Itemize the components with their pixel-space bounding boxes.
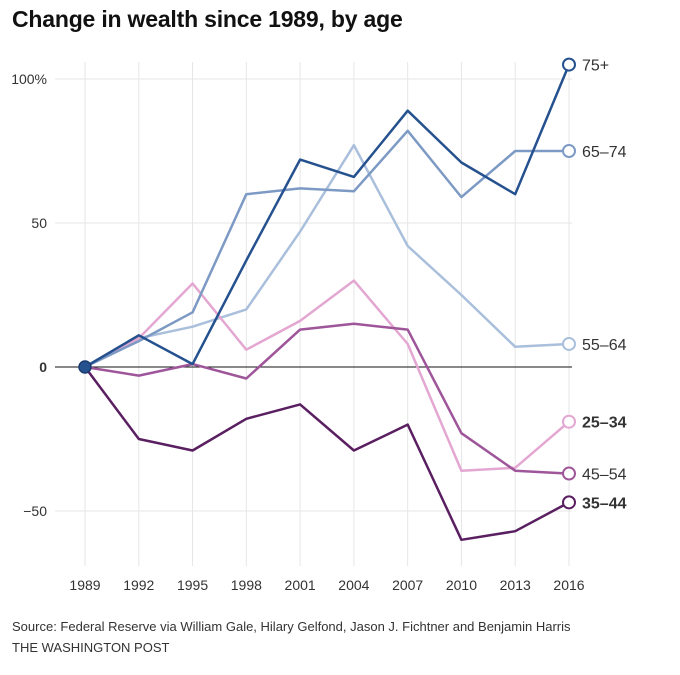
series-line-3 [83, 322, 571, 475]
y-tick-50: 50 [31, 215, 47, 231]
x-tick-2010: 2010 [446, 577, 477, 593]
x-tick-2001: 2001 [285, 577, 316, 593]
series-label-0: 55–64 [582, 337, 627, 354]
series-label-2: 65–74 [582, 144, 627, 161]
series-line-5 [83, 365, 571, 542]
origin-point [78, 360, 92, 374]
y-tick-0: 0 [39, 359, 47, 375]
y-tick-100: 100% [11, 71, 47, 87]
x-tick-2004: 2004 [338, 577, 369, 593]
horizontal-grid [55, 78, 572, 512]
end-marker-2 [562, 144, 576, 158]
source-note: Source: Federal Reserve via William Gale… [12, 619, 571, 634]
x-tick-2013: 2013 [500, 577, 531, 593]
series-line-4 [83, 63, 571, 369]
series-line-0 [83, 143, 571, 369]
x-tick-1998: 1998 [231, 577, 262, 593]
series-lines [83, 63, 571, 542]
end-marker-3 [562, 466, 576, 481]
series-labels: 55–64 25–34 65–74 45–54 75+ 35–44 [582, 58, 627, 513]
y-axis-tick-labels: 100% 50 0 −50 [11, 71, 47, 519]
chart-title: Change in wealth since 1989, by age [12, 6, 403, 32]
x-tick-1992: 1992 [123, 577, 154, 593]
x-tick-2016: 2016 [553, 577, 584, 593]
vertical-grid [84, 62, 570, 566]
series-label-5: 35–44 [582, 495, 627, 512]
series-label-1: 25–34 [582, 415, 627, 432]
series-line-1 [83, 279, 571, 472]
line-chart: 100% 50 0 −50 1989 1992 1995 1998 2001 2004 2007 2… [11, 57, 627, 593]
end-marker-1 [562, 414, 576, 429]
credit-line: THE WASHINGTON POST [12, 640, 170, 655]
series-line-2 [83, 129, 571, 369]
y-tick--50: −50 [23, 503, 47, 519]
x-tick-1995: 1995 [177, 577, 208, 593]
x-tick-2007: 2007 [392, 577, 423, 593]
series-label-3: 45–54 [582, 467, 627, 484]
series-end-markers [562, 57, 576, 510]
x-tick-1989: 1989 [69, 577, 100, 593]
end-marker-5 [562, 495, 576, 510]
series-label-4: 75+ [582, 58, 609, 75]
x-axis-tick-labels: 1989 1992 1995 1998 2001 2004 2007 2010 2013 2016 [69, 577, 584, 593]
end-marker-0 [562, 336, 576, 351]
end-marker-4 [562, 57, 576, 72]
